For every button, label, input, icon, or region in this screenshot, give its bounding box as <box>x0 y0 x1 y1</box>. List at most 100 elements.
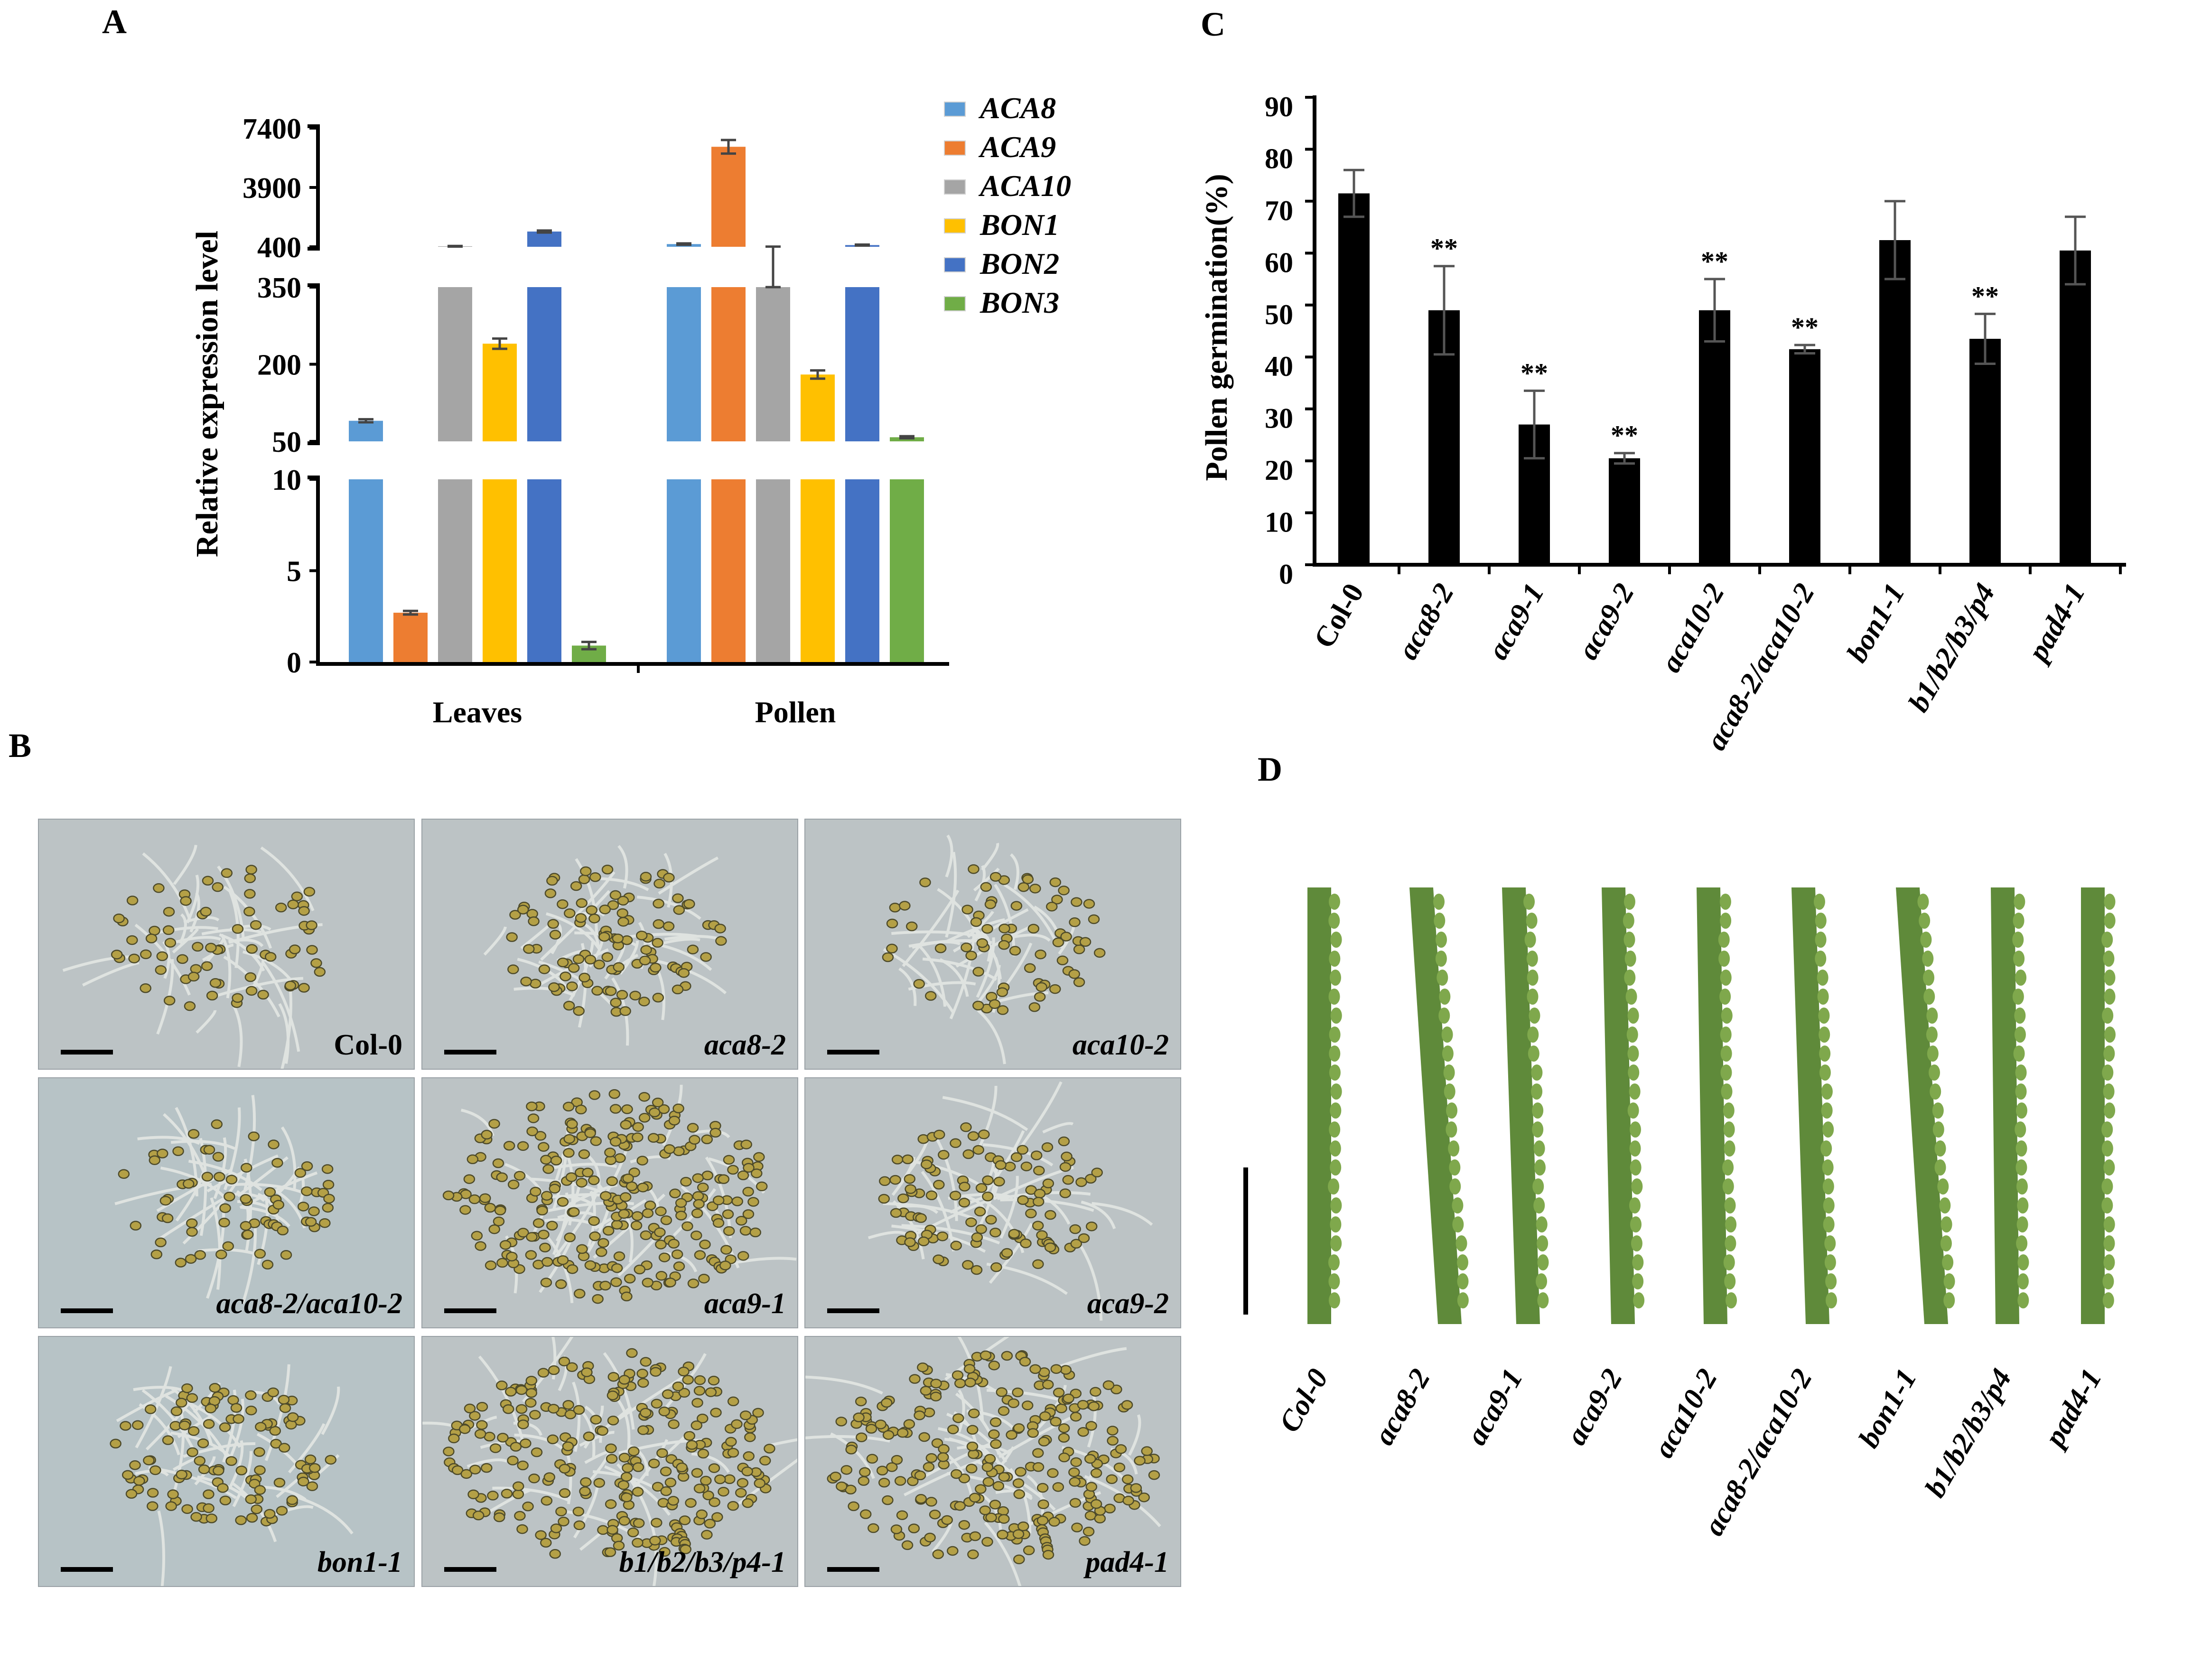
scale-bar <box>444 1567 496 1572</box>
seed <box>2104 913 2116 929</box>
seed <box>1917 894 1929 910</box>
bar-aca10-leaves <box>438 287 472 441</box>
seed <box>2104 894 2116 910</box>
seed <box>1330 932 1342 948</box>
seed <box>2102 1064 2114 1081</box>
pollen-micrograph-grid: Col-0 aca8-2 aca10-2 aca8-2/aca10-2 aca9-1 ac… <box>38 819 1186 1587</box>
legend-swatch-aca8 <box>944 102 966 117</box>
seed <box>1815 932 1827 948</box>
micrograph-2: aca8-2 <box>421 819 798 1070</box>
seed <box>1817 970 1829 986</box>
seed <box>1824 1254 1836 1270</box>
significance-mark: ** <box>1521 357 1548 388</box>
seed <box>2017 1273 2029 1289</box>
legend-label-bon2: BON2 <box>980 247 1059 280</box>
seed <box>2015 1102 2027 1119</box>
micrograph-label: pad4-1 <box>1085 1546 1169 1578</box>
seed <box>1927 1045 1939 1062</box>
seed <box>1442 1045 1454 1062</box>
seed <box>1932 1121 1944 1138</box>
seed <box>2103 1216 2115 1232</box>
x-category-label: aca8-2 <box>1391 578 1460 665</box>
bar-aca9-leaves <box>393 613 428 662</box>
seed <box>2103 1159 2115 1176</box>
seed <box>2015 1159 2027 1176</box>
seed <box>2104 1102 2116 1119</box>
seed <box>1939 1197 1951 1213</box>
seed <box>1934 1140 1946 1157</box>
y-axis-label: Relative expression level <box>190 231 224 557</box>
seed <box>1724 1197 1736 1213</box>
seed <box>2015 1083 2027 1100</box>
seed <box>1923 970 1935 986</box>
seed <box>1718 951 1730 967</box>
seed <box>1533 1197 1545 1213</box>
seed <box>2015 1064 2027 1081</box>
seed <box>1446 1121 1457 1138</box>
seed <box>1448 1140 1460 1157</box>
seed <box>1723 1102 1735 1119</box>
seed <box>1815 951 1827 967</box>
silique-label: aca9-1 <box>1460 1363 1529 1450</box>
y-tick-label: 30 <box>1265 403 1293 434</box>
seed <box>1629 1083 1641 1100</box>
y-tick-label: 70 <box>1265 195 1293 226</box>
bar-5 <box>1789 349 1820 565</box>
seed <box>1723 1254 1735 1270</box>
x-category-label: Leaves <box>433 695 522 729</box>
seed <box>1435 951 1447 967</box>
seed <box>1438 1008 1450 1024</box>
bar-bon1-pollen <box>801 374 835 441</box>
seed <box>1536 1273 1548 1289</box>
pollen-grains <box>442 1084 797 1304</box>
seed <box>2104 970 2116 986</box>
seed <box>1821 1102 1833 1119</box>
seed <box>1819 1027 1830 1043</box>
y-tick-label: 0 <box>287 647 301 679</box>
micrograph-8: b1/b2/b3/p4-1 <box>421 1336 798 1587</box>
silique-label: b1/b2/b3/p4 <box>1919 1363 2018 1503</box>
silique-label: Col-0 <box>1273 1363 1335 1437</box>
seed <box>1825 1273 1837 1289</box>
seed <box>1328 1178 1340 1195</box>
seed <box>1623 894 1635 910</box>
x-category-label: pad4-1 <box>2021 578 2091 668</box>
seed <box>1328 1273 1340 1289</box>
silique-label: bon1-1 <box>1853 1363 1923 1453</box>
bar-0 <box>1338 193 1370 565</box>
seed <box>1630 1216 1642 1232</box>
seed <box>1818 1008 1830 1024</box>
significance-mark: ** <box>1611 420 1638 451</box>
seed <box>1328 1254 1340 1270</box>
seed <box>1439 989 1451 1005</box>
bar-3 <box>1609 458 1640 565</box>
silique-label: aca8-2 <box>1368 1363 1437 1450</box>
seed <box>1627 1102 1639 1119</box>
seed <box>1934 1159 1946 1176</box>
seed <box>1537 1235 1549 1251</box>
legend-label-bon3: BON3 <box>980 286 1059 319</box>
seed <box>2102 1273 2114 1289</box>
micrograph-label: aca9-1 <box>704 1288 786 1320</box>
pollen-grains <box>882 834 1106 1064</box>
seed <box>1926 1008 1938 1024</box>
seed <box>2103 1083 2115 1100</box>
seed <box>1328 989 1340 1005</box>
seed <box>1930 1083 1941 1100</box>
seed <box>2015 1121 2026 1138</box>
micrograph-label: Col-0 <box>334 1029 402 1061</box>
seed <box>1724 1140 1735 1157</box>
x-category-label: b1/b2/b3/p4 <box>1902 578 2001 718</box>
seed <box>1926 1027 1938 1043</box>
seed <box>2013 913 2024 929</box>
seed <box>1627 1008 1639 1024</box>
seed <box>1623 932 1635 948</box>
seed <box>1330 1008 1342 1024</box>
micrograph-label: aca8-2/aca10-2 <box>216 1288 402 1320</box>
bar-aca10-pollen <box>756 479 790 662</box>
seed <box>1328 894 1340 910</box>
pollen-grains <box>62 845 326 1069</box>
seed <box>1720 913 1732 929</box>
seed <box>1718 932 1730 948</box>
seed <box>2012 932 2024 948</box>
